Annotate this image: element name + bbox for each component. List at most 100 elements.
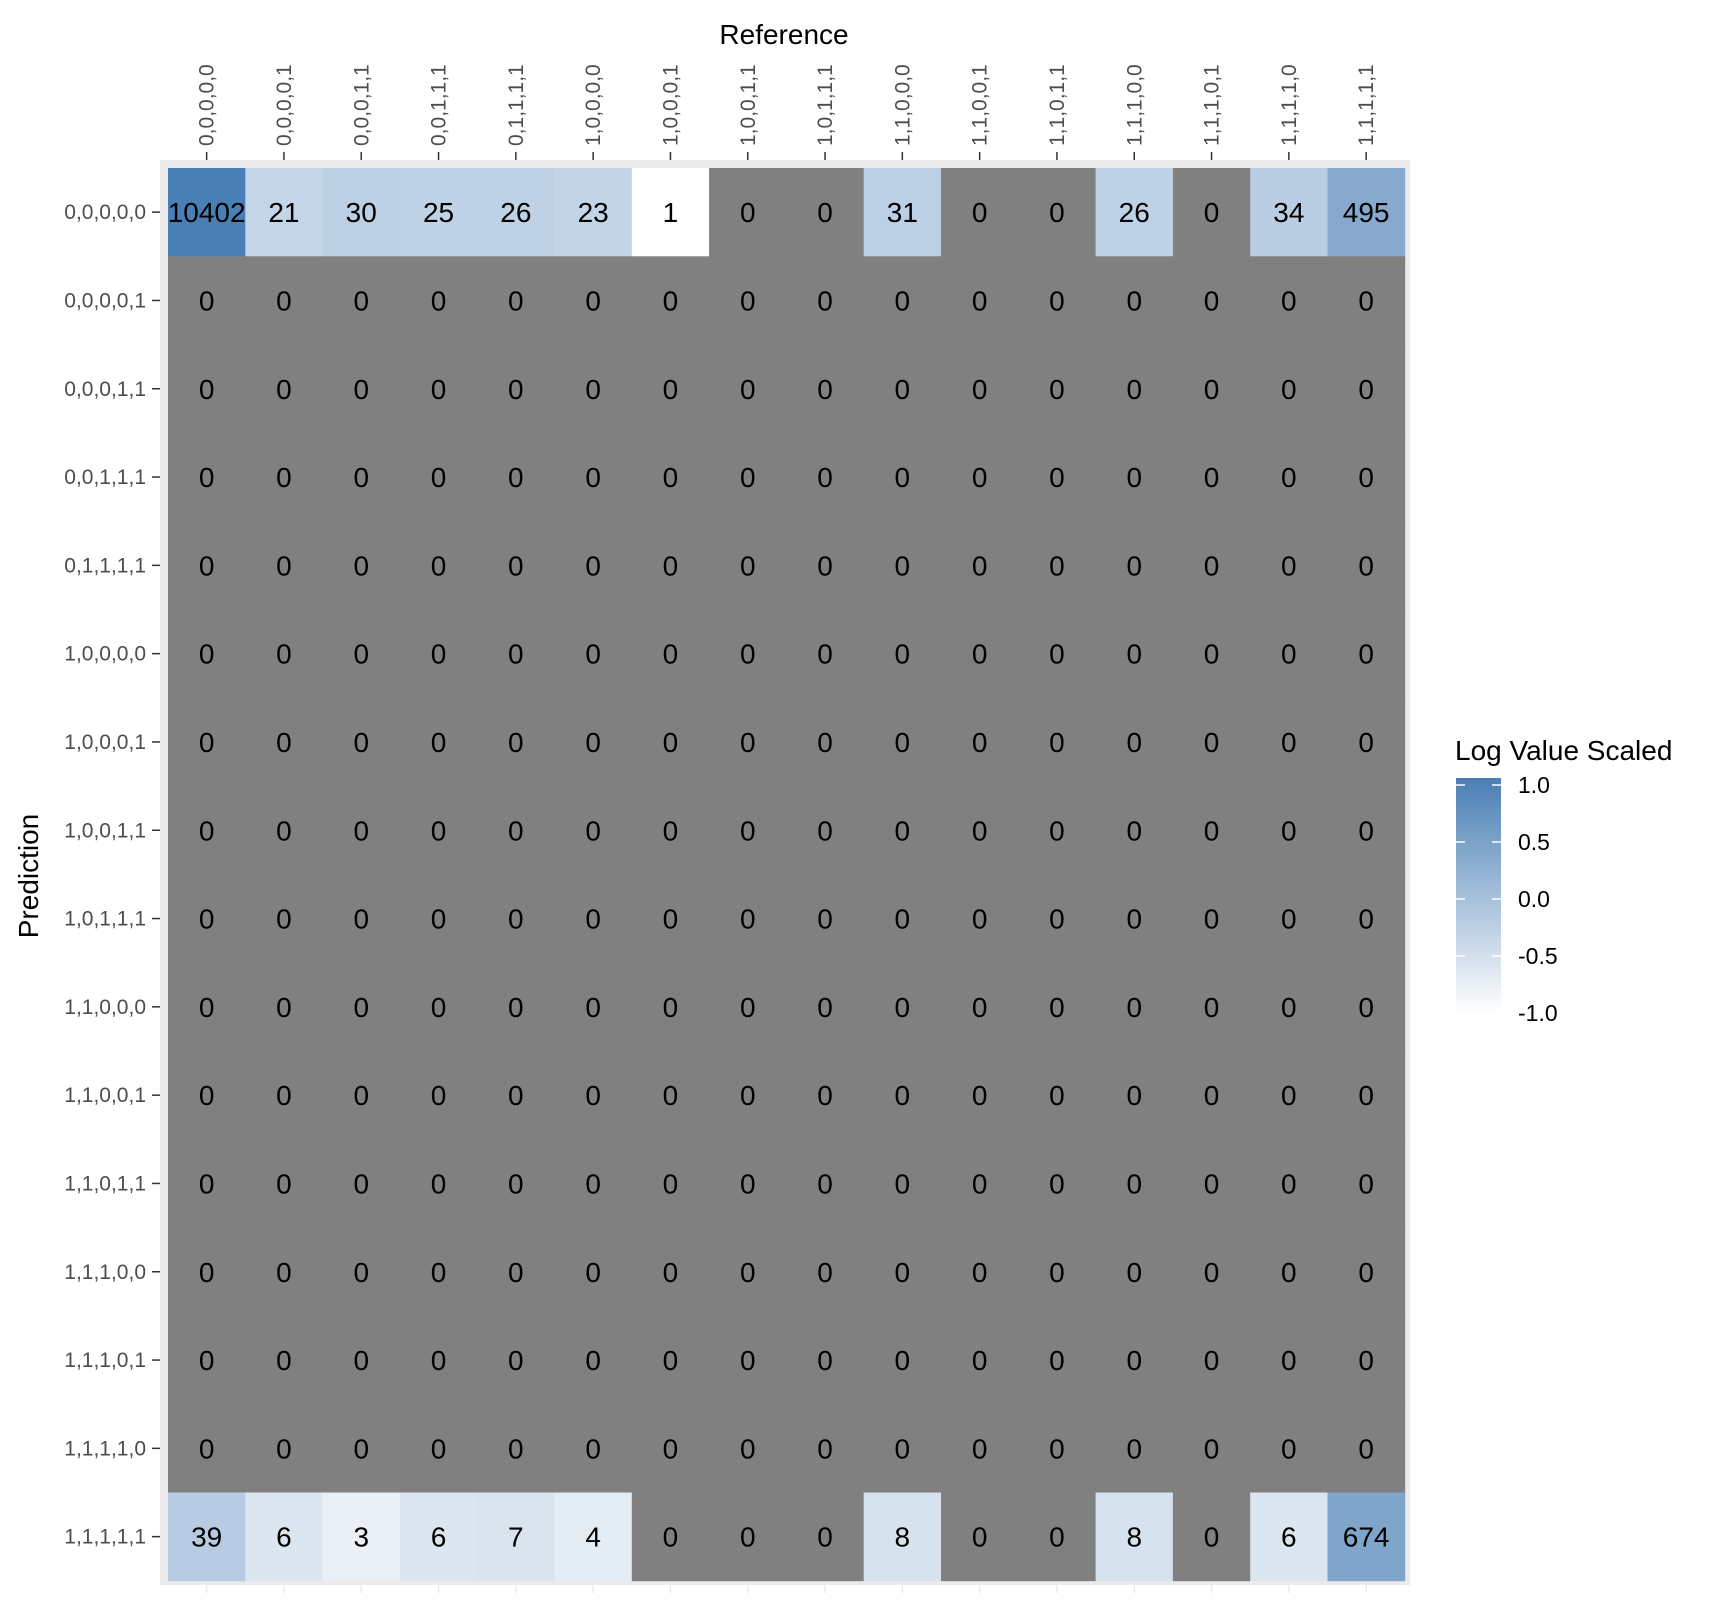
heatmap-cell <box>322 256 401 345</box>
cell-value-label: 0 <box>585 1433 601 1464</box>
heatmap-cell <box>1095 168 1174 257</box>
cell-value-label: 0 <box>1204 1345 1220 1376</box>
cell-value-label: 0 <box>972 550 988 581</box>
heatmap-cell <box>554 786 633 875</box>
heatmap-cell <box>554 609 633 699</box>
cell-value-label: 0 <box>353 1433 369 1464</box>
heatmap-cell <box>1018 962 1096 1052</box>
cell-value-label: 0 <box>663 285 679 316</box>
cell-value-label: 0 <box>663 1080 679 1111</box>
cell-value-label: 0 <box>1358 374 1374 405</box>
heatmap-cell <box>1172 874 1251 964</box>
heatmap-cell <box>1250 1227 1328 1317</box>
cell-value-label: 0 <box>276 727 292 758</box>
heatmap-cell <box>168 256 246 345</box>
x-tick-label: 1,1,0,1,1 <box>1046 64 1069 146</box>
heatmap-cell <box>399 874 478 964</box>
heatmap-cell <box>1250 521 1328 610</box>
heatmap-cell <box>941 1139 1019 1228</box>
heatmap-cell <box>554 962 633 1052</box>
cell-value-label: 8 <box>895 1522 911 1553</box>
cell-value-label: 0 <box>895 1433 911 1464</box>
cell-value-label: 0 <box>1049 1522 1065 1553</box>
heatmap-cell <box>245 697 323 787</box>
cell-value-label: 0 <box>1126 815 1142 846</box>
cell-value-label: 0 <box>740 815 756 846</box>
cell-value-label: 0 <box>1049 639 1065 670</box>
x-tick-label: 1,1,1,1,1 <box>1355 64 1378 146</box>
heatmap-cell <box>322 1404 401 1493</box>
cell-value-label: 0 <box>508 727 524 758</box>
cell-value-label: 0 <box>353 1345 369 1376</box>
heatmap-cell <box>863 521 942 610</box>
cell-value-label: 0 <box>740 374 756 405</box>
heatmap-cell <box>1327 256 1406 345</box>
cell-value-label: 0 <box>740 1168 756 1199</box>
cell-value-label: 0 <box>1358 1257 1374 1288</box>
cell-value-label: 0 <box>663 904 679 935</box>
y-tick-label: 0,1,1,1,1 <box>64 554 146 577</box>
cell-value-label: 0 <box>431 1168 447 1199</box>
cell-value-label: 0 <box>585 992 601 1023</box>
cell-value-label: 0 <box>895 285 911 316</box>
cell-value-label: 0 <box>431 1433 447 1464</box>
x-axis: 0,0,0,0,0 0,0,0,0,1 0,0,0,1,1 0,0,1,1,1 0,1,… <box>196 64 1378 1593</box>
y-tick-label: 0,0,0,1,1 <box>64 378 146 401</box>
heatmap-cell <box>786 1051 865 1140</box>
cell-value-label: 0 <box>972 992 988 1023</box>
cell-value-label: 0 <box>1281 1345 1297 1376</box>
heatmap-cell <box>1327 697 1406 787</box>
cell-value-label: 0 <box>508 462 524 493</box>
heatmap-cell <box>322 1492 401 1582</box>
y-tick-label: 1,1,1,0,0 <box>64 1261 146 1284</box>
heatmap-cell <box>1327 786 1406 875</box>
cell-value-label: 0 <box>1126 639 1142 670</box>
cell-value-label: 0 <box>508 550 524 581</box>
cell-value-label: 0 <box>353 904 369 935</box>
cell-value-label: 0 <box>1049 727 1065 758</box>
cell-value-label: 0 <box>663 639 679 670</box>
heatmap-cell <box>477 962 555 1052</box>
cell-value-label: 0 <box>1126 992 1142 1023</box>
cell-value-label: 0 <box>353 1168 369 1199</box>
heatmap-cell <box>863 786 942 875</box>
heatmap-cell <box>709 168 787 257</box>
heatmap-cell <box>1172 1051 1251 1140</box>
heatmap-cell <box>941 1492 1019 1582</box>
cell-value-label: 0 <box>508 374 524 405</box>
heatmap-cell <box>786 256 865 345</box>
heatmap-cell <box>168 874 246 964</box>
heatmap-cell <box>709 521 787 610</box>
cell-value-label: 0 <box>276 1168 292 1199</box>
cell-value-label: 0 <box>1281 285 1297 316</box>
heatmap-cell <box>1250 1139 1328 1228</box>
cell-value-label: 0 <box>972 815 988 846</box>
cell-value-label: 0 <box>740 992 756 1023</box>
cell-value-label: 21 <box>268 197 299 228</box>
cell-value-label: 0 <box>1204 904 1220 935</box>
cell-value-label: 0 <box>199 815 215 846</box>
cell-value-label: 0 <box>895 374 911 405</box>
heatmap-cell <box>1250 874 1328 964</box>
heatmap-cell <box>709 344 787 434</box>
heatmap-cell <box>245 256 323 345</box>
x-tick-label: 1,0,1,1,1 <box>814 64 837 146</box>
cell-value-label: 0 <box>585 462 601 493</box>
heatmap-cell <box>554 344 633 434</box>
cell-value-label: 0 <box>972 1433 988 1464</box>
cell-value-label: 25 <box>423 197 454 228</box>
cell-value-label: 0 <box>1358 1080 1374 1111</box>
heatmap-cell <box>863 697 942 787</box>
heatmap-cell <box>863 1404 942 1493</box>
cell-value-label: 0 <box>1204 1433 1220 1464</box>
heatmap-cell <box>941 1227 1019 1317</box>
heatmap-cell <box>245 609 323 699</box>
cell-value-label: 10402 <box>168 197 246 228</box>
cell-value-label: 0 <box>972 374 988 405</box>
heatmap-cell <box>1095 962 1174 1052</box>
cell-value-label: 0 <box>1281 462 1297 493</box>
heatmap-cell <box>1172 1139 1251 1228</box>
heatmap-cell <box>631 786 710 875</box>
heatmap-cell <box>399 168 478 257</box>
